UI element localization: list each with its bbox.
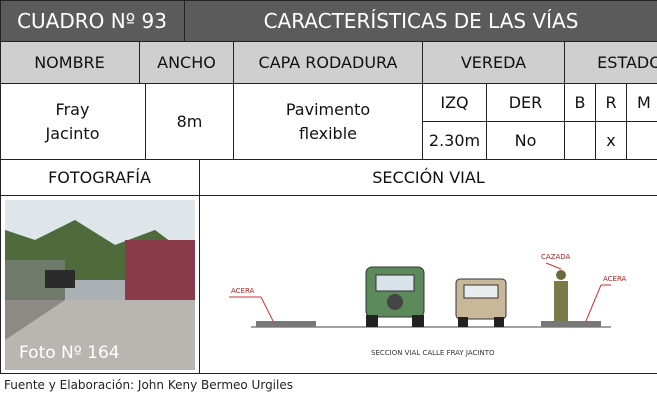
subheader: R <box>596 84 627 122</box>
column-header: ESTADO <box>565 42 657 84</box>
photo-cell: Foto Nº 164 <box>0 196 200 374</box>
cell-name: Fray Jacinto <box>0 84 146 160</box>
section-heading: SECCIÓN VIAL <box>200 160 657 196</box>
section-drawing: ACERA CAZADA ACERA SECCION VIAL CALLE FR… <box>229 253 627 357</box>
cell-empty <box>627 122 657 160</box>
table-title: CARACTERÍSTICAS DE LAS VÍAS <box>185 0 657 42</box>
cell-left: 2.30m <box>423 122 487 160</box>
photo: Foto Nº 164 <box>4 199 195 370</box>
cell-width: 8m <box>146 84 234 160</box>
subheader: IZQ <box>423 84 487 122</box>
footer: Fuente y Elaboración: John Keny Bermeo U… <box>4 378 293 392</box>
photo-heading: FOTOGRAFÍA <box>0 160 200 196</box>
column-header: CAPA RODADURA <box>234 42 423 84</box>
section-label: ACERA <box>603 275 627 283</box>
section-label: CAZADA <box>541 253 571 261</box>
subheader: M <box>627 84 657 122</box>
subheader: DER <box>487 84 565 122</box>
column-header: ANCHO <box>140 42 234 84</box>
section-label: ACERA <box>231 287 255 295</box>
table-number: CUADRO Nº 93 <box>0 0 185 42</box>
table-frame <box>0 0 657 374</box>
section-caption: SECCION VIAL CALLE FRAY JACINTO <box>371 349 495 357</box>
column-header: VEREDA <box>423 42 565 84</box>
section-cell: ACERA CAZADA ACERA SECCION VIAL CALLE FR… <box>200 196 657 374</box>
subheader: B <box>565 84 596 122</box>
cell-surface: Pavimento flexible <box>234 84 423 160</box>
cell-empty <box>565 122 596 160</box>
cell-right: No <box>487 122 565 160</box>
cell-state: x <box>596 122 627 160</box>
photo-caption: Foto Nº 164 <box>19 343 120 363</box>
column-header: NOMBRE <box>0 42 140 84</box>
